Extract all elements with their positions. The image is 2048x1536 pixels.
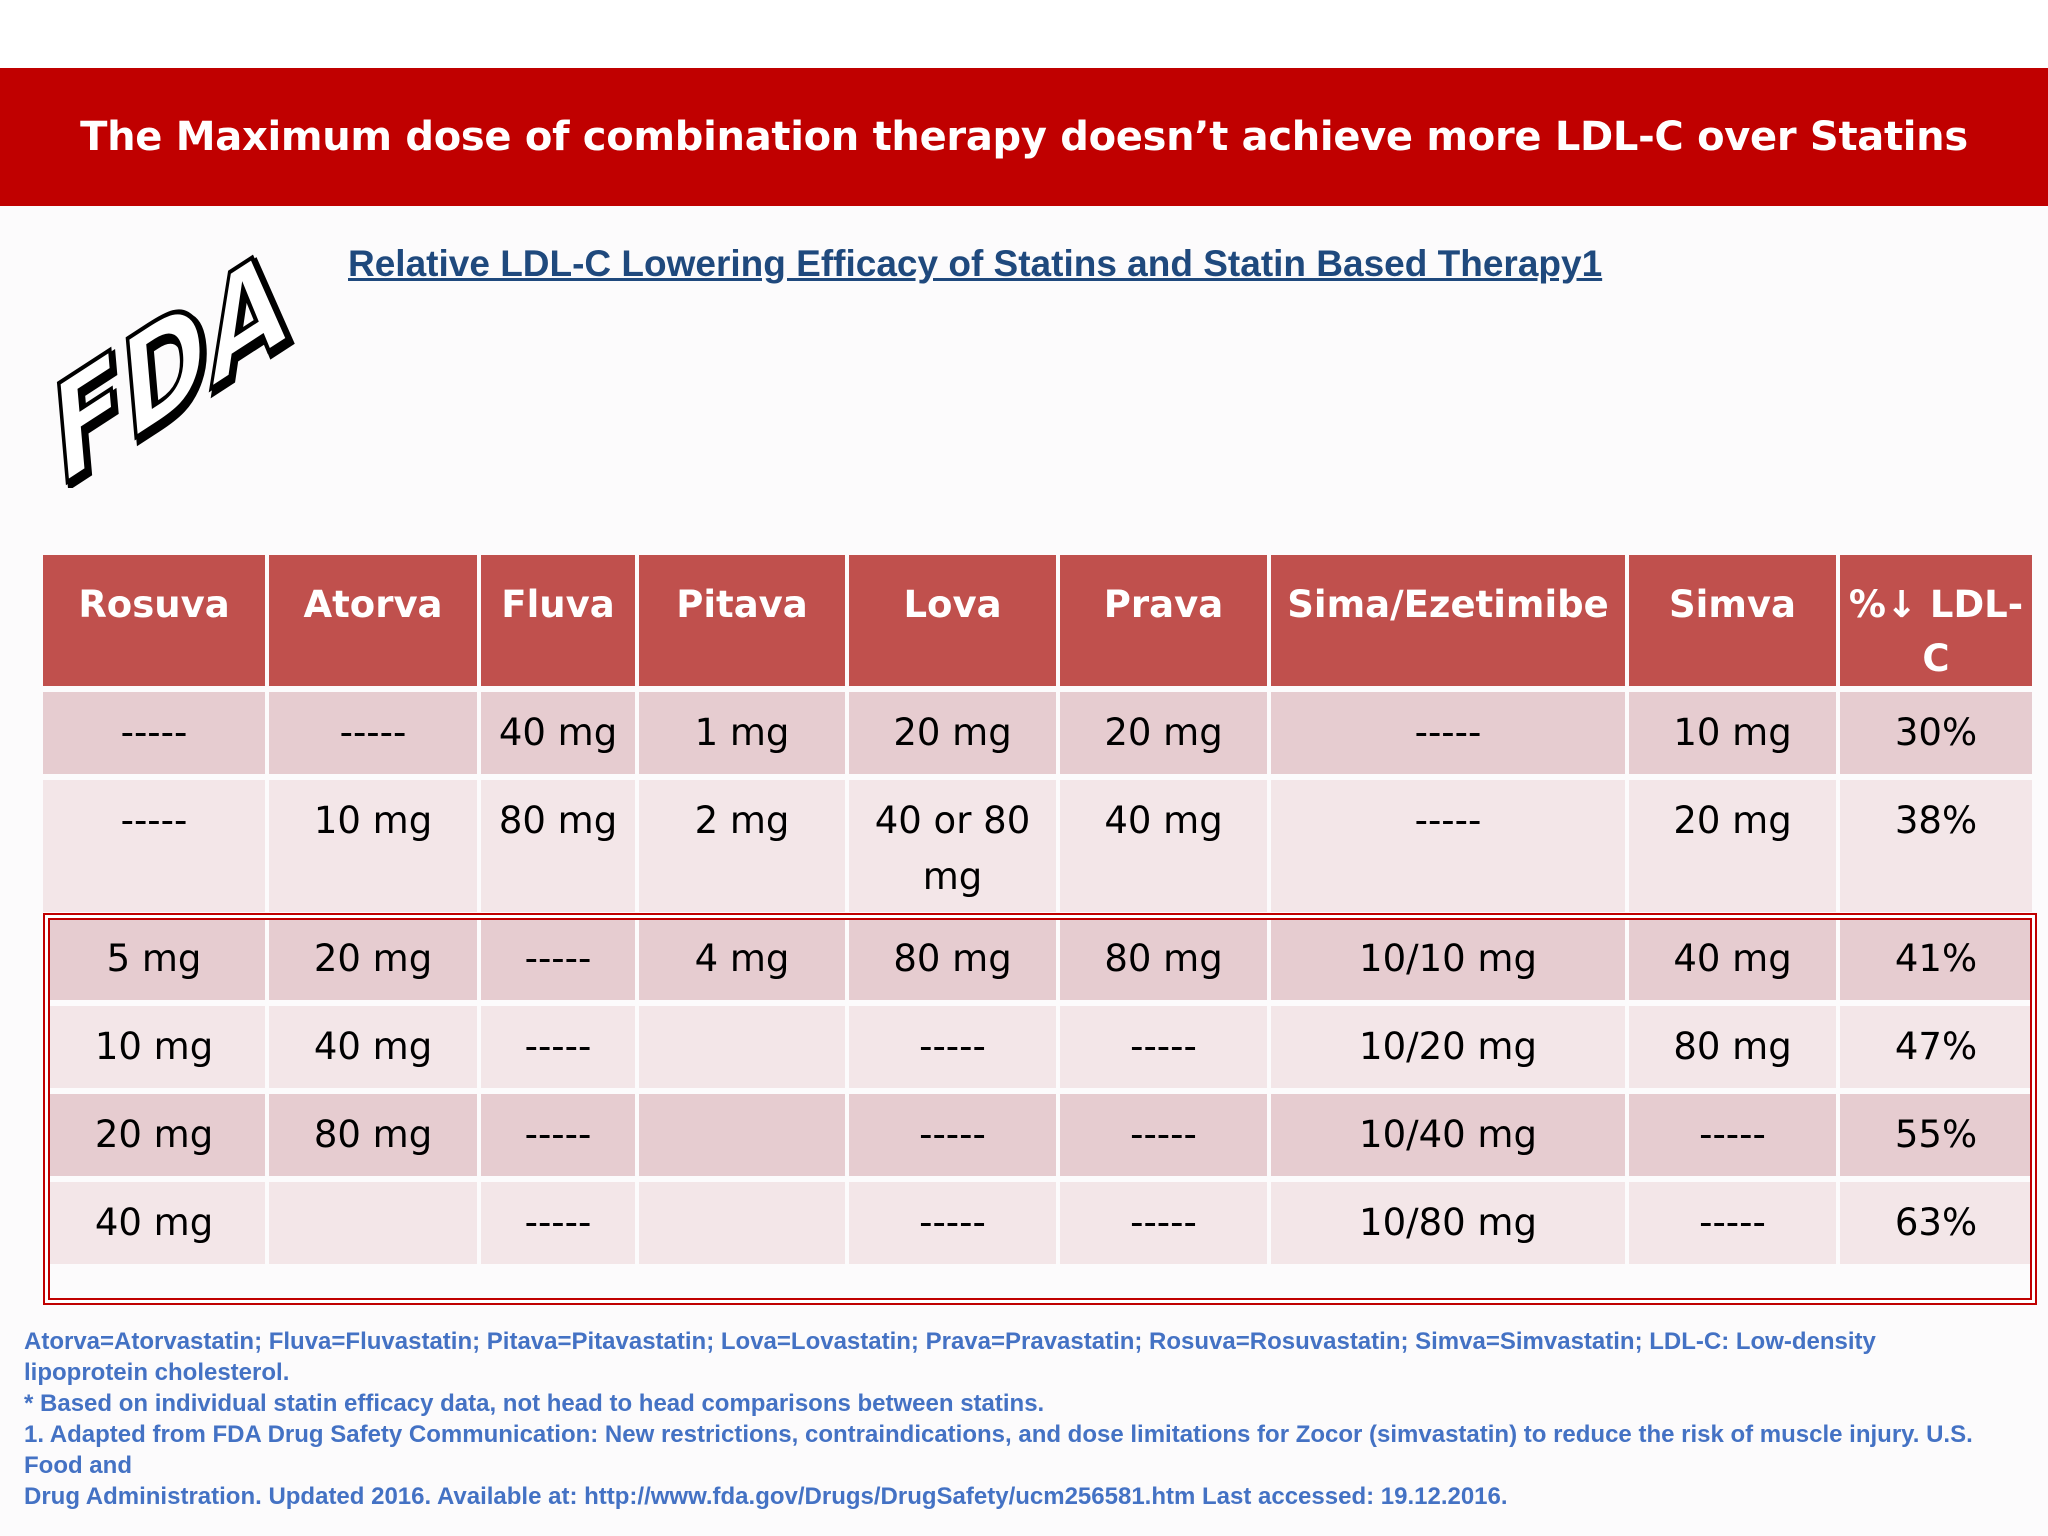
- cell-atorva: 10 mg: [269, 780, 477, 912]
- cell-fluva: -----: [481, 1182, 635, 1264]
- table-subtitle[interactable]: Relative LDL-C Lowering Efficacy of Stat…: [348, 243, 1603, 284]
- cell-atorva: -----: [269, 692, 477, 774]
- footnote-asterisk: * Based on individual statin efficacy da…: [24, 1390, 1045, 1417]
- cell-simva: 80 mg: [1629, 1006, 1836, 1088]
- cell-fluva: -----: [481, 1006, 635, 1088]
- cell-rosuva: -----: [43, 692, 265, 774]
- cell-lova: -----: [849, 1094, 1056, 1176]
- cell-lova: 20 mg: [849, 692, 1056, 774]
- header-prava: Prava: [1060, 555, 1267, 686]
- header-atorva: Atorva: [269, 555, 477, 686]
- cell-fluva: 40 mg: [481, 692, 635, 774]
- cell-atorva: 40 mg: [269, 1006, 477, 1088]
- footnote-abbreviations: Atorva=Atorvastatin; Fluva=Fluvastatin; …: [24, 1328, 1876, 1386]
- table-row: 5 mg 20 mg ----- 4 mg 80 mg 80 mg 10/10 …: [43, 918, 2032, 1000]
- cell-lova: 40 or 80 mg: [849, 780, 1056, 912]
- cell-fluva: 80 mg: [481, 780, 635, 912]
- slide-title: The Maximum dose of combination therapy …: [80, 114, 1968, 160]
- cell-simva: 10 mg: [1629, 692, 1836, 774]
- table-row: ----- ----- 40 mg 1 mg 20 mg 20 mg -----…: [43, 692, 2032, 774]
- cell-simva: 20 mg: [1629, 780, 1836, 912]
- fda-logo: FDA FDA: [45, 248, 297, 488]
- cell-rosuva: 5 mg: [43, 918, 265, 1000]
- footnote-reference-link[interactable]: Drug Administration. Updated 2016. Avail…: [24, 1483, 1508, 1510]
- table-row: ----- 10 mg 80 mg 2 mg 40 or 80 mg 40 mg…: [43, 780, 2032, 912]
- cell-prava: 80 mg: [1060, 918, 1267, 1000]
- cell-prava: -----: [1060, 1006, 1267, 1088]
- cell-sima-ezetimibe: 10/10 mg: [1271, 918, 1625, 1000]
- cell-pitava: [639, 1094, 845, 1176]
- cell-simva: -----: [1629, 1182, 1836, 1264]
- cell-pitava: 1 mg: [639, 692, 845, 774]
- cell-prava: 20 mg: [1060, 692, 1267, 774]
- cell-ldl-reduction: 55%: [1840, 1094, 2032, 1176]
- cell-lova: 80 mg: [849, 918, 1056, 1000]
- table-row: 10 mg 40 mg ----- ----- ----- 10/20 mg 8…: [43, 1006, 2032, 1088]
- cell-rosuva: 20 mg: [43, 1094, 265, 1176]
- header-fluva: Fluva: [481, 555, 635, 686]
- cell-sima-ezetimibe: 10/80 mg: [1271, 1182, 1625, 1264]
- cell-simva: -----: [1629, 1094, 1836, 1176]
- header-rosuva: Rosuva: [43, 555, 265, 686]
- cell-pitava: [639, 1006, 845, 1088]
- cell-rosuva: 40 mg: [43, 1182, 265, 1264]
- cell-atorva: 20 mg: [269, 918, 477, 1000]
- cell-prava: -----: [1060, 1182, 1267, 1264]
- cell-sima-ezetimibe: 10/40 mg: [1271, 1094, 1625, 1176]
- cell-pitava: [639, 1182, 845, 1264]
- cell-lova: -----: [849, 1006, 1056, 1088]
- header-ldl-reduction: %↓ LDL-C: [1840, 555, 2032, 686]
- cell-sima-ezetimibe: 10/20 mg: [1271, 1006, 1625, 1088]
- table-row: 20 mg 80 mg ----- ----- ----- 10/40 mg -…: [43, 1094, 2032, 1176]
- header-pitava: Pitava: [639, 555, 845, 686]
- table-row: 40 mg ----- ----- ----- 10/80 mg ----- 6…: [43, 1182, 2032, 1264]
- cell-ldl-reduction: 38%: [1840, 780, 2032, 912]
- cell-lova: -----: [849, 1182, 1056, 1264]
- cell-fluva: -----: [481, 918, 635, 1000]
- statin-efficacy-table: Rosuva Atorva Fluva Pitava Lova Prava Si…: [39, 549, 2036, 1270]
- header-simva: Simva: [1629, 555, 1836, 686]
- cell-prava: 40 mg: [1060, 780, 1267, 912]
- cell-ldl-reduction: 47%: [1840, 1006, 2032, 1088]
- footnotes: Atorva=Atorvastatin; Fluva=Fluvastatin; …: [24, 1326, 2004, 1512]
- cell-pitava: 4 mg: [639, 918, 845, 1000]
- cell-sima-ezetimibe: -----: [1271, 780, 1625, 912]
- header-sima-ezetimibe: Sima/Ezetimibe: [1271, 555, 1625, 686]
- cell-atorva: 80 mg: [269, 1094, 477, 1176]
- cell-simva: 40 mg: [1629, 918, 1836, 1000]
- cell-fluva: -----: [481, 1094, 635, 1176]
- cell-ldl-reduction: 41%: [1840, 918, 2032, 1000]
- cell-ldl-reduction: 30%: [1840, 692, 2032, 774]
- cell-atorva: [269, 1182, 477, 1264]
- cell-sima-ezetimibe: -----: [1271, 692, 1625, 774]
- cell-rosuva: 10 mg: [43, 1006, 265, 1088]
- header-lova: Lova: [849, 555, 1056, 686]
- cell-prava: -----: [1060, 1094, 1267, 1176]
- cell-pitava: 2 mg: [639, 780, 845, 912]
- footnote-reference: 1. Adapted from FDA Drug Safety Communic…: [24, 1421, 1973, 1479]
- cell-rosuva: -----: [43, 780, 265, 912]
- title-banner: The Maximum dose of combination therapy …: [0, 68, 2048, 206]
- cell-ldl-reduction: 63%: [1840, 1182, 2032, 1264]
- table-header-row: Rosuva Atorva Fluva Pitava Lova Prava Si…: [43, 555, 2032, 686]
